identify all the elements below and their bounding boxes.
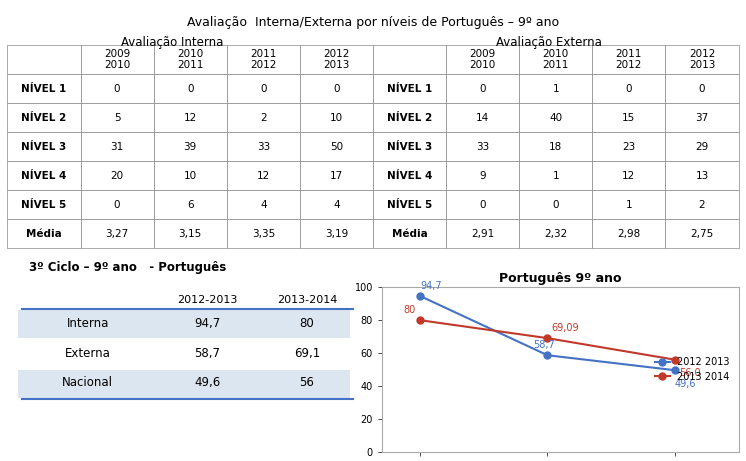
Text: 49,6: 49,6 xyxy=(194,376,220,389)
FancyBboxPatch shape xyxy=(18,370,350,397)
Text: 80: 80 xyxy=(404,305,416,315)
Text: Avaliação Externa: Avaliação Externa xyxy=(495,35,601,48)
2012 2013 xyxy=(416,293,424,299)
Title: Português 9º ano: Português 9º ano xyxy=(499,272,621,285)
2013 2014 xyxy=(416,318,424,323)
Text: 2012-2013: 2012-2013 xyxy=(177,296,237,306)
Text: 58,7: 58,7 xyxy=(194,347,220,360)
Text: 80: 80 xyxy=(300,317,314,330)
Text: 69,1: 69,1 xyxy=(294,347,320,360)
Text: Interna: Interna xyxy=(66,317,109,330)
Text: 58,7: 58,7 xyxy=(533,340,555,350)
Text: Nacional: Nacional xyxy=(62,376,113,389)
Text: Avaliação Interna: Avaliação Interna xyxy=(121,35,223,48)
Text: 69,09: 69,09 xyxy=(551,323,580,333)
FancyBboxPatch shape xyxy=(18,340,350,368)
Text: 94,7: 94,7 xyxy=(194,317,220,330)
2013 2014 xyxy=(543,336,552,341)
FancyBboxPatch shape xyxy=(18,310,350,338)
Text: 2013-2014: 2013-2014 xyxy=(277,296,337,306)
2012 2013 xyxy=(671,367,680,373)
2013 2014 xyxy=(671,357,680,362)
2012 2013 xyxy=(543,353,552,358)
Text: 3º Ciclo – 9º ano   - Português: 3º Ciclo – 9º ano - Português xyxy=(29,261,227,274)
Text: Avaliação  Interna/Externa por níveis de Português – 9º ano: Avaliação Interna/Externa por níveis de … xyxy=(187,17,559,30)
Text: 56,0: 56,0 xyxy=(679,368,700,378)
Line: 2012 2013: 2012 2013 xyxy=(417,293,678,374)
Text: Externa: Externa xyxy=(65,347,110,360)
Line: 2013 2014: 2013 2014 xyxy=(417,317,678,363)
Legend: 2012 2013, 2013 2014: 2012 2013, 2013 2014 xyxy=(651,353,733,386)
Text: 56: 56 xyxy=(300,376,315,389)
Text: 94,7: 94,7 xyxy=(420,281,442,291)
Text: 49,6: 49,6 xyxy=(675,379,696,389)
